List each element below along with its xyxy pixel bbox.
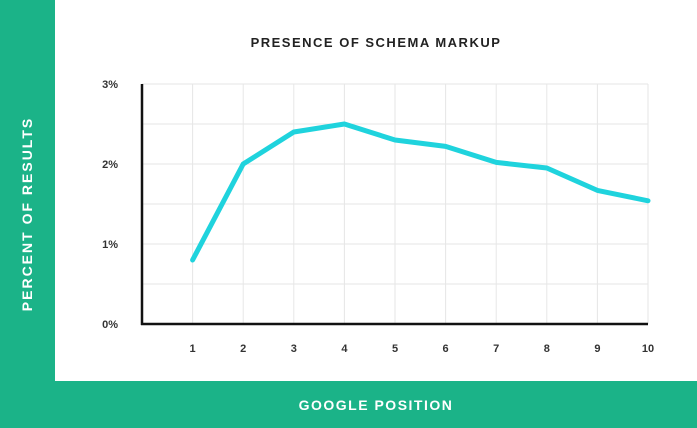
y-axis-band: PERCENT OF RESULTS <box>0 0 55 428</box>
x-tick-label: 5 <box>392 343 398 355</box>
x-tick-label: 3 <box>291 343 297 355</box>
x-tick-label: 9 <box>594 343 600 355</box>
x-tick-label: 8 <box>544 343 550 355</box>
chart-title: PRESENCE OF SCHEMA MARKUP <box>250 35 502 50</box>
series-line <box>190 121 651 263</box>
y-tick-label: 0% <box>102 319 118 331</box>
x-tick-label: 6 <box>443 343 449 355</box>
y-tick-label: 2% <box>102 159 118 171</box>
x-tick-label: 7 <box>493 343 499 355</box>
x-tick-label: 1 <box>190 343 196 355</box>
x-axis-band: GOOGLE POSITION <box>55 381 697 428</box>
x-tick-label: 4 <box>341 343 348 355</box>
x-tick-label: 2 <box>240 343 246 355</box>
x-axis-label: GOOGLE POSITION <box>298 396 454 413</box>
y-tick-label: 1% <box>102 239 118 251</box>
y-tick-label: 3% <box>102 79 118 91</box>
x-tick-label: 10 <box>642 343 654 355</box>
